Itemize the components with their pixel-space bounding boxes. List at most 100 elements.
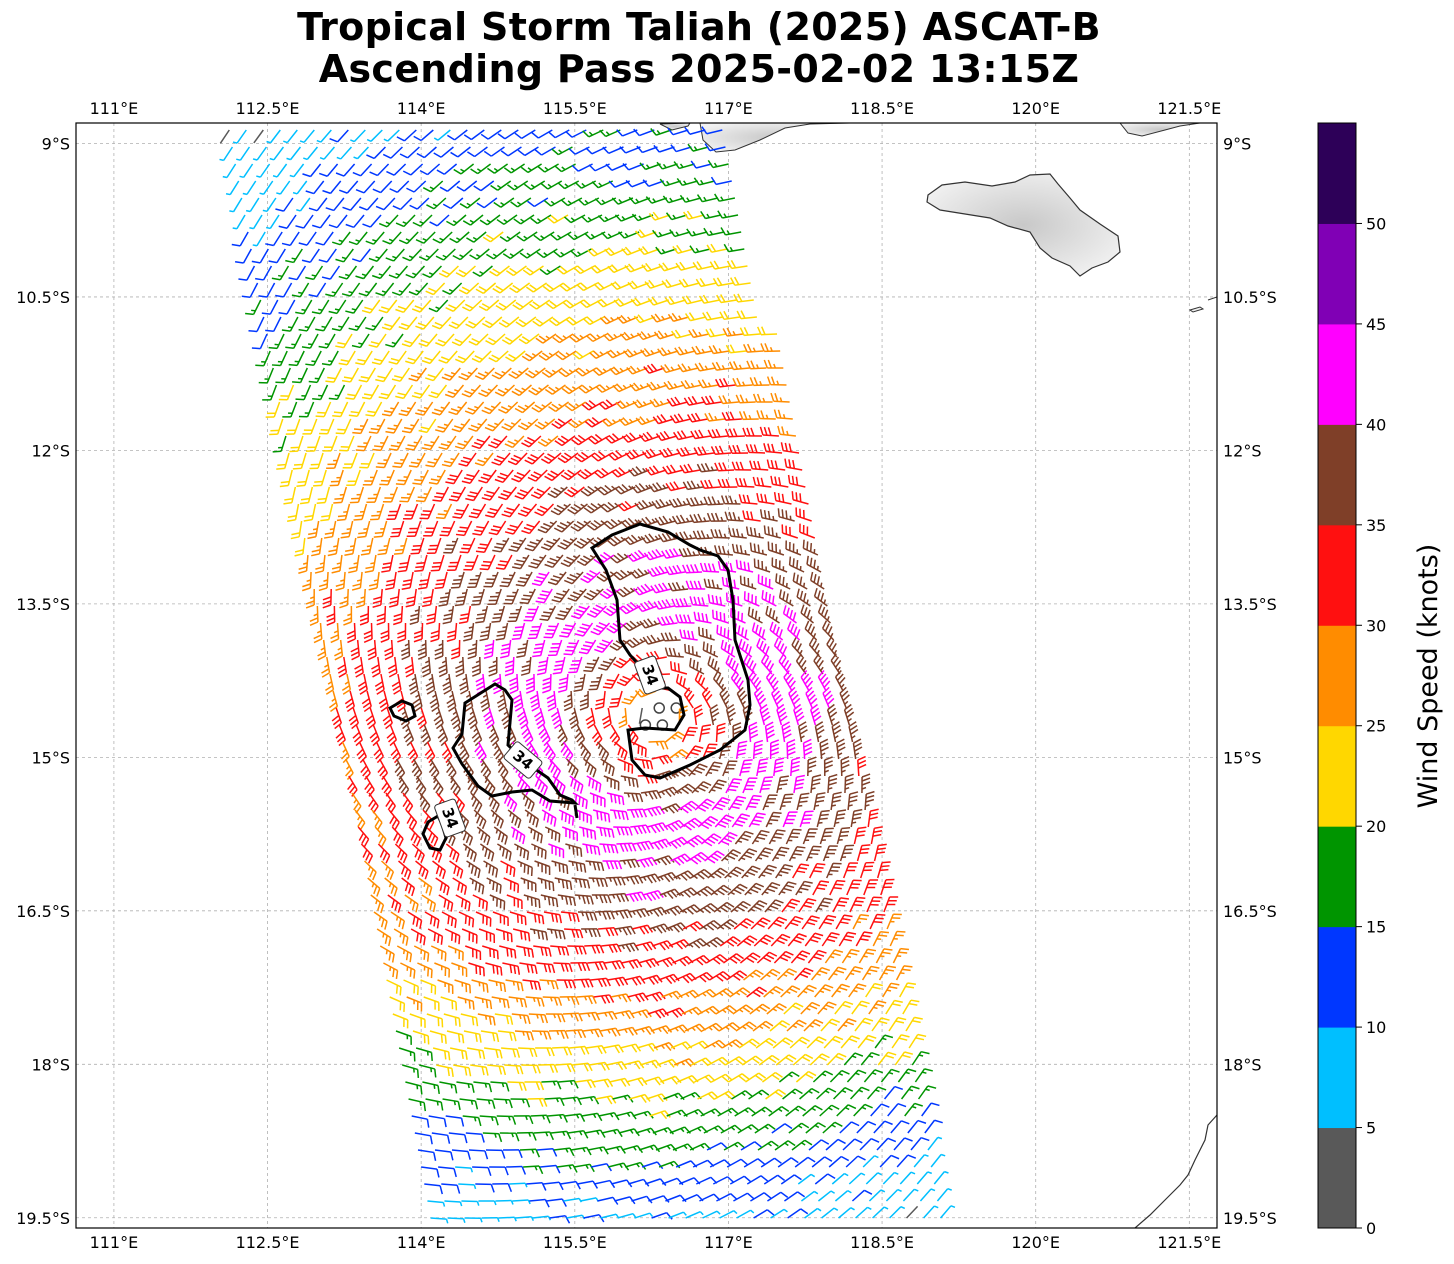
barb-shaft — [657, 231, 674, 238]
barb-full — [641, 264, 648, 272]
wind-barb — [265, 231, 283, 247]
barb-shaft — [286, 129, 298, 143]
barb-full — [585, 666, 594, 669]
barb-full — [369, 171, 378, 177]
barb-half — [319, 157, 325, 160]
barb-half — [621, 215, 626, 221]
barb-half — [601, 199, 606, 204]
barb-full — [533, 650, 542, 654]
wind-barb — [339, 180, 359, 194]
wind-barb — [667, 312, 690, 322]
barb-shaft — [533, 197, 549, 208]
barb-full — [468, 340, 477, 346]
barb-full — [378, 548, 388, 552]
barb-half — [590, 233, 595, 238]
barb-full — [377, 552, 387, 556]
barb-half — [346, 528, 351, 531]
barb-full — [565, 318, 574, 326]
barb-full — [374, 531, 384, 534]
barb-shaft — [372, 316, 384, 331]
barb-half — [277, 274, 283, 278]
barb-shaft — [530, 180, 546, 191]
barb-shaft — [236, 214, 246, 230]
barb-full — [739, 560, 743, 570]
wind-barb — [318, 333, 336, 349]
barb-full — [565, 649, 574, 652]
barb-half — [304, 326, 310, 329]
wind-barb — [482, 231, 504, 243]
barb-half — [678, 315, 682, 320]
barb-half — [588, 131, 593, 136]
wind-barb — [537, 163, 559, 173]
barb-half — [692, 230, 697, 236]
barb-shaft — [310, 163, 322, 177]
barb-full — [452, 254, 461, 261]
wind-barb — [527, 197, 549, 208]
barb-shaft — [504, 129, 519, 140]
barb-shaft — [326, 248, 337, 263]
wind-barb — [459, 197, 481, 209]
wind-barb — [641, 262, 663, 273]
barb-full — [664, 297, 671, 305]
wind-barb — [689, 245, 711, 254]
wind-barb — [698, 294, 720, 304]
barb-full — [348, 327, 358, 332]
barb-half — [447, 440, 452, 444]
barb-full — [268, 260, 278, 264]
barb-shaft — [539, 316, 554, 327]
barb-half — [536, 218, 542, 222]
barb-full — [331, 328, 341, 332]
wind-barb — [519, 248, 541, 259]
barb-half — [802, 582, 806, 588]
barb-shaft — [373, 231, 385, 245]
barb-shaft — [386, 299, 398, 314]
barb-half — [468, 626, 474, 629]
barb-shaft — [432, 282, 446, 296]
barb-full — [414, 305, 424, 310]
barb-shaft — [266, 282, 276, 298]
barb-full — [248, 329, 258, 333]
barb-full — [395, 308, 404, 314]
barb-full — [295, 225, 304, 229]
barb-half — [486, 219, 491, 223]
barb-full — [634, 297, 642, 305]
barb-full — [409, 204, 418, 210]
barb-half — [686, 197, 690, 202]
barb-full — [375, 466, 385, 469]
barb-full — [648, 212, 656, 221]
wind-barb — [345, 214, 365, 229]
barb-shaft — [276, 163, 288, 178]
wind-barb — [335, 333, 353, 349]
barb-full — [512, 304, 521, 311]
barb-shaft — [266, 197, 277, 212]
barb-full — [764, 591, 768, 601]
barb-shaft — [443, 248, 456, 261]
barb-full — [761, 590, 764, 599]
barb-half — [390, 407, 395, 410]
wind-barb — [315, 231, 334, 246]
wind-barb — [557, 180, 580, 190]
wind-barb — [639, 162, 661, 171]
barb-full — [456, 596, 466, 599]
barb-shaft — [293, 163, 305, 178]
barb-shaft — [387, 129, 400, 142]
barb-full — [650, 128, 657, 136]
barb-full — [796, 559, 799, 569]
barb-full — [534, 647, 543, 650]
barb-full — [566, 645, 576, 649]
barb-half — [229, 210, 234, 213]
barb-full — [382, 240, 391, 245]
barb-full — [352, 431, 361, 435]
wind-barb — [630, 297, 653, 307]
barb-half — [351, 308, 357, 311]
barb-shaft — [469, 299, 483, 312]
barb-full — [641, 246, 649, 254]
barb-full — [434, 321, 444, 327]
barb-full — [486, 253, 495, 260]
barb-shaft — [443, 163, 458, 175]
barb-shaft — [725, 231, 742, 236]
barb-half — [316, 139, 322, 143]
barb-full — [549, 319, 557, 327]
barb-half — [355, 239, 360, 243]
barb-full — [671, 312, 678, 321]
